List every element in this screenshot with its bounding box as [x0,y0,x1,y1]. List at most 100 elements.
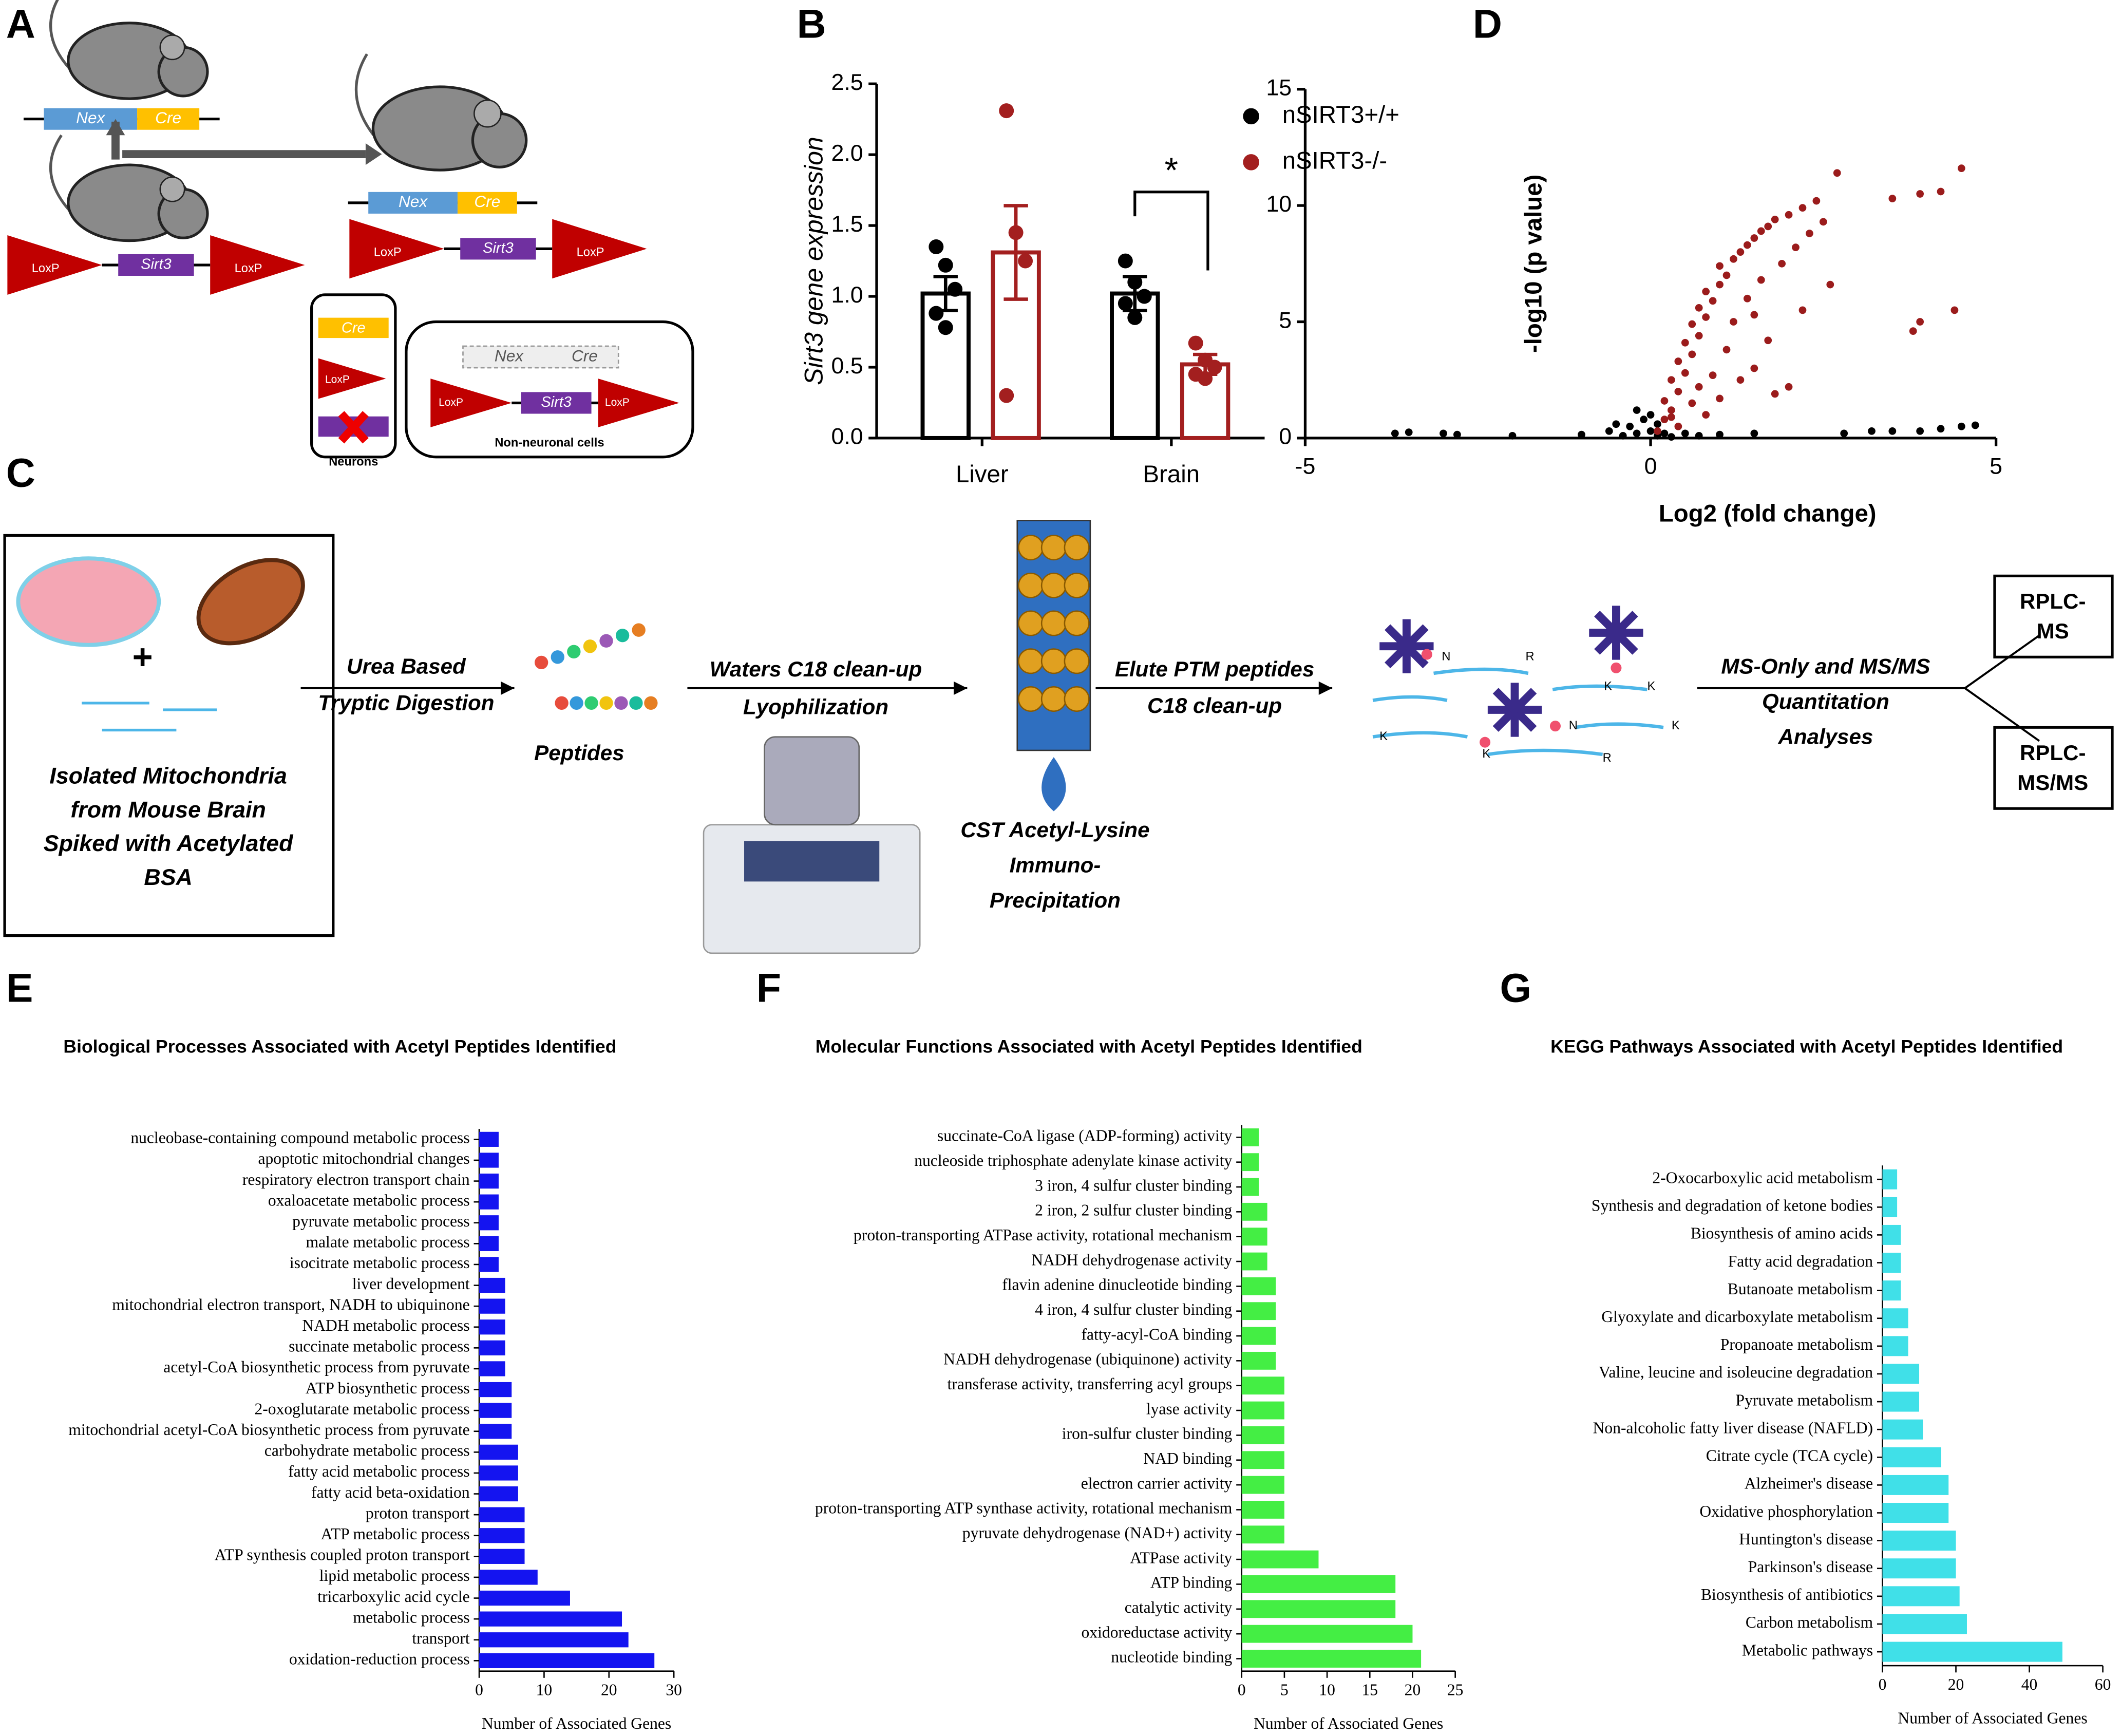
bar [479,1632,629,1648]
scatter-point [1695,383,1703,391]
scatter-point [1633,406,1641,414]
bar [1241,1376,1284,1395]
scatter-point [1722,346,1731,354]
bar [1882,1586,1960,1607]
y-tick-label: Parkinson's disease [1748,1558,1873,1576]
y-tick-label: electron carrier activity [1081,1474,1233,1492]
cre-box [457,192,517,214]
bar [1241,1277,1276,1295]
scatter-point [1695,332,1703,340]
data-point [1207,360,1222,375]
bar [1882,1641,2062,1662]
y-tick-label: 0 [1279,424,1292,449]
x-tick-label: Brain [1143,461,1200,488]
bar [1241,1228,1267,1246]
input-box [3,534,335,937]
sirt3-box [118,254,194,276]
scatter-point [1668,376,1675,384]
mitochondrion-icon [196,558,305,646]
scatter-point [1453,430,1461,439]
scatter-point [1702,313,1710,321]
scatter-point [1722,271,1731,279]
bead [1018,572,1044,598]
label: Immuno- [1010,853,1101,877]
peptide-bead [599,634,613,648]
label: K [1604,680,1612,693]
y-tick-label: fatty acid beta-oxidation [311,1483,470,1501]
x-tick-label: 0 [1238,1681,1246,1699]
y-tick-label: NADH metabolic process [302,1316,469,1334]
data-point [1188,335,1203,351]
bar [1882,1503,1949,1523]
label: Peptides [534,741,624,765]
bar [479,1382,512,1398]
y-tick-label: 0.5 [831,353,863,379]
scatter-point [1578,430,1585,439]
output-box [1993,574,2114,658]
scatter-point [1819,218,1827,226]
bar [479,1486,518,1502]
scatter-point [1826,280,1834,289]
x-tick-label: Liver [956,461,1009,488]
bar [479,1403,512,1418]
non-neuronal-box [405,320,694,459]
bar [1882,1280,1901,1301]
eluate-drop [1041,757,1066,812]
scatter-point [1681,369,1689,377]
scatter-point [1688,320,1696,328]
mouse-tail [49,0,76,76]
acetyl-dot [1611,662,1622,673]
y-tick-label: fatty acid metabolic process [288,1462,469,1480]
scatter-point [1792,243,1800,251]
y-tick-label: 1.5 [831,211,863,237]
x-tick-label: 30 [666,1681,682,1699]
y-tick-label: nucleobase-containing compound metabolic… [130,1129,469,1147]
error-bar [1003,204,1028,301]
y-tick-label: succinate-CoA ligase (ADP-forming) activ… [937,1127,1233,1145]
scatter-point [1391,429,1399,438]
bar [479,1570,538,1585]
bar [479,1194,499,1210]
bead [1040,610,1067,636]
bar [1241,1600,1396,1618]
y-tick-label: Butanoate metabolism [1728,1280,1873,1298]
bar [1241,1401,1284,1420]
y-tick-label: Alzheimer's disease [1745,1475,1873,1493]
acetyl-dot [1549,721,1561,732]
panel-letter: C [6,450,35,495]
bar [1882,1419,1923,1440]
y-tick-label: Propanoate metabolism [1720,1335,1873,1353]
label: from Mouse Brain [70,797,266,822]
peptide-bead [551,650,564,664]
scatter-point [1916,190,1924,198]
bar [1241,1153,1259,1172]
scatter-point [1806,230,1813,237]
label: LoxP [374,246,402,259]
bar [479,1173,499,1189]
mouse-ear [159,34,185,61]
bead [1018,648,1044,674]
bar [479,1507,525,1522]
nex-box [44,108,138,130]
label: Tryptic Digestion [318,691,494,715]
label: Nex [495,346,524,365]
y-tick-label: Citrate cycle (TCA cycle) [1706,1447,1873,1465]
scatter-point [1612,420,1620,428]
x-tick-label: 60 [2095,1675,2111,1693]
scatter-point [1888,427,1897,435]
scatter-point [1633,429,1641,438]
y-tick-label: 0.0 [831,424,863,449]
scatter-point [1812,197,1821,205]
bar [479,1277,505,1293]
data-point [929,306,944,321]
bar [1882,1253,1901,1273]
scatter-point [1840,429,1848,438]
scatter-point [1833,169,1841,177]
scatter-point [1778,259,1786,268]
bar [1241,1525,1284,1544]
bead [1018,610,1044,636]
bead [1064,648,1090,674]
y-tick-label: metabolic process [353,1608,470,1626]
bar [1882,1224,1901,1245]
peptide-bead [567,645,581,658]
